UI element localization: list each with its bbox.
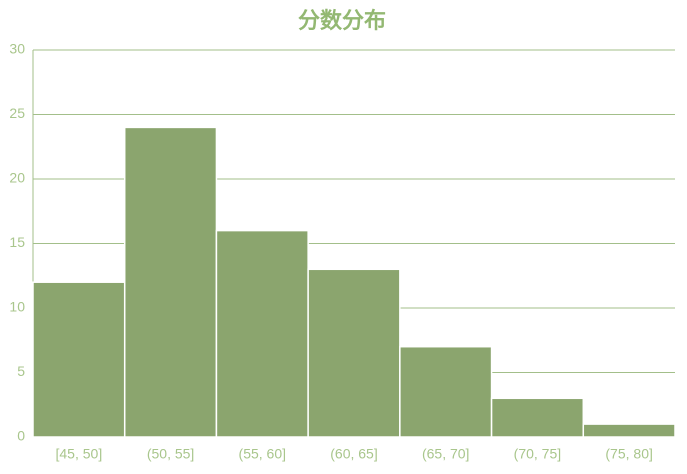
chart-title: 分数分布 — [298, 8, 386, 33]
y-tick-label: 30 — [9, 41, 25, 57]
y-tick-label: 20 — [9, 170, 25, 186]
bar — [215, 229, 309, 438]
x-tick-label: [45, 50] — [56, 446, 103, 462]
bar — [307, 268, 401, 438]
bar — [399, 345, 493, 438]
bar — [32, 281, 126, 438]
x-tick-label: (55, 60] — [239, 446, 286, 462]
bar — [582, 423, 676, 438]
y-tick-label: 25 — [9, 105, 25, 121]
bar — [123, 126, 218, 438]
y-tick-label: 0 — [17, 428, 25, 444]
y-tick-label: 10 — [9, 299, 25, 315]
x-tick-label: (60, 65] — [330, 446, 377, 462]
y-tick-label: 15 — [9, 234, 25, 250]
x-tick-label: (70, 75] — [514, 446, 561, 462]
bar — [490, 397, 585, 438]
x-tick-label: (65, 70] — [422, 446, 469, 462]
x-tick-label: (50, 55] — [147, 446, 194, 462]
y-tick-label: 5 — [17, 363, 25, 379]
x-tick-label: (75, 80] — [605, 446, 652, 462]
